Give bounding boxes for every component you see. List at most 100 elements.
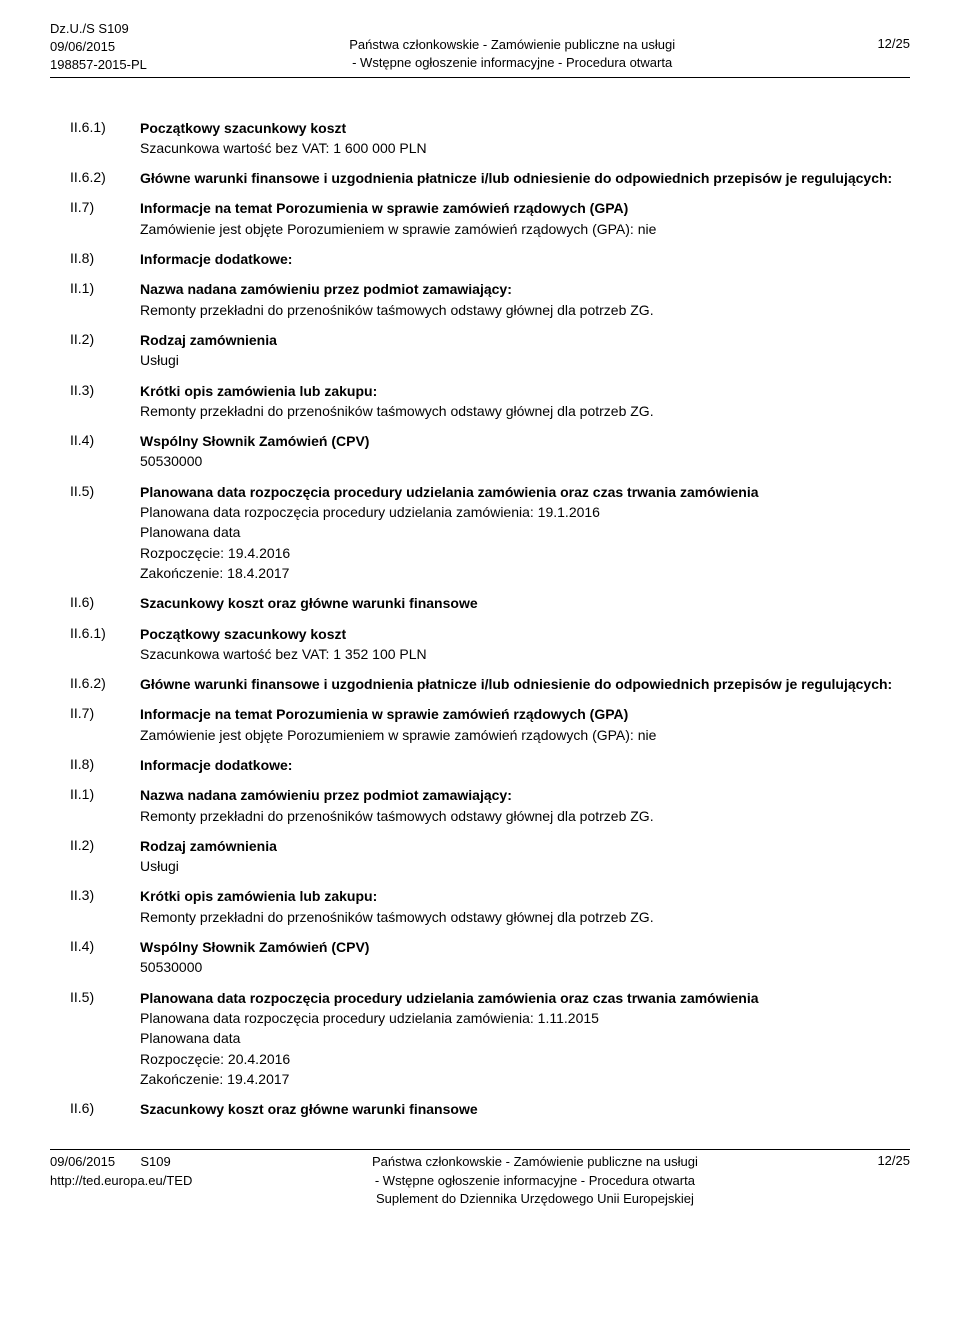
section-title: Krótki opis zamówienia lub zakupu: bbox=[140, 381, 910, 401]
section-text: Główne warunki finansowe i uzgodnienia p… bbox=[140, 168, 910, 188]
section-row: II.8)Informacje dodatkowe: bbox=[70, 249, 910, 269]
section-label: II.5) bbox=[70, 482, 140, 583]
header-page-number: 12/25 bbox=[877, 20, 910, 51]
page: Dz.U./S S109 09/06/2015 198857-2015-PL P… bbox=[0, 0, 960, 1228]
section-label: II.7) bbox=[70, 198, 140, 239]
section-line: Rozpoczęcie: 19.4.2016 bbox=[140, 543, 910, 563]
section-line: Usługi bbox=[140, 856, 910, 876]
section-text: Szacunkowy koszt oraz główne warunki fin… bbox=[140, 593, 910, 613]
section-line: Remonty przekładni do przenośników taśmo… bbox=[140, 806, 910, 826]
footer-url: http://ted.europa.eu/TED bbox=[50, 1172, 192, 1190]
section-row: II.2)Rodzaj zamównieniaUsługi bbox=[70, 836, 910, 877]
section-title: Informacje na temat Porozumienia w spraw… bbox=[140, 198, 910, 218]
footer-title-line2: - Wstępne ogłoszenie informacyjne - Proc… bbox=[192, 1172, 877, 1190]
footer-page-number: 12/25 bbox=[877, 1153, 910, 1168]
section-label: II.6.2) bbox=[70, 168, 140, 188]
section-row: II.6.2)Główne warunki finansowe i uzgodn… bbox=[70, 674, 910, 694]
document-body: II.6.1)Początkowy szacunkowy kosztSzacun… bbox=[50, 118, 910, 1120]
section-title: Początkowy szacunkowy koszt bbox=[140, 118, 910, 138]
section-line: Zakończenie: 18.4.2017 bbox=[140, 563, 910, 583]
section-line: Usługi bbox=[140, 350, 910, 370]
section-text: Główne warunki finansowe i uzgodnienia p… bbox=[140, 674, 910, 694]
section-title: Wspólny Słownik Zamówień (CPV) bbox=[140, 937, 910, 957]
section-text: Planowana data rozpoczęcia procedury udz… bbox=[140, 988, 910, 1089]
section-line: Planowana data bbox=[140, 522, 910, 542]
section-line: Szacunkowa wartość bez VAT: 1 352 100 PL… bbox=[140, 644, 910, 664]
header-left: Dz.U./S S109 09/06/2015 198857-2015-PL bbox=[50, 20, 147, 75]
section-row: II.5)Planowana data rozpoczęcia procedur… bbox=[70, 482, 910, 583]
section-line: Zamówienie jest objęte Porozumieniem w s… bbox=[140, 219, 910, 239]
section-title: Nazwa nadana zamówieniu przez podmiot za… bbox=[140, 279, 910, 299]
section-label: II.6) bbox=[70, 1099, 140, 1119]
section-text: Informacje na temat Porozumienia w spraw… bbox=[140, 198, 910, 239]
section-line: Planowana data rozpoczęcia procedury udz… bbox=[140, 1008, 910, 1028]
section-label: II.4) bbox=[70, 431, 140, 472]
section-title: Szacunkowy koszt oraz główne warunki fin… bbox=[140, 1099, 910, 1119]
section-text: Początkowy szacunkowy kosztSzacunkowa wa… bbox=[140, 118, 910, 159]
section-row: II.4)Wspólny Słownik Zamówień (CPV)50530… bbox=[70, 937, 910, 978]
section-label: II.5) bbox=[70, 988, 140, 1089]
footer-left: 09/06/2015 S109 http://ted.europa.eu/TED bbox=[50, 1153, 192, 1189]
section-title: Nazwa nadana zamówieniu przez podmiot za… bbox=[140, 785, 910, 805]
section-text: Informacje dodatkowe: bbox=[140, 249, 910, 269]
section-label: II.8) bbox=[70, 755, 140, 775]
section-label: II.6) bbox=[70, 593, 140, 613]
section-row: II.3)Krótki opis zamówienia lub zakupu:R… bbox=[70, 886, 910, 927]
section-label: II.6.2) bbox=[70, 674, 140, 694]
page-header: Dz.U./S S109 09/06/2015 198857-2015-PL P… bbox=[50, 20, 910, 78]
section-label: II.2) bbox=[70, 330, 140, 371]
section-line: 50530000 bbox=[140, 451, 910, 471]
footer-date-line: 09/06/2015 S109 bbox=[50, 1153, 192, 1171]
section-text: Krótki opis zamówienia lub zakupu:Remont… bbox=[140, 381, 910, 422]
section-line: Zamówienie jest objęte Porozumieniem w s… bbox=[140, 725, 910, 745]
section-title: Główne warunki finansowe i uzgodnienia p… bbox=[140, 168, 910, 188]
header-title-line1: Państwa członkowskie - Zamówienie public… bbox=[147, 36, 878, 54]
section-row: II.3)Krótki opis zamówienia lub zakupu:R… bbox=[70, 381, 910, 422]
section-label: II.1) bbox=[70, 785, 140, 826]
section-title: Główne warunki finansowe i uzgodnienia p… bbox=[140, 674, 910, 694]
header-date: 09/06/2015 bbox=[50, 38, 147, 56]
section-title: Informacje dodatkowe: bbox=[140, 249, 910, 269]
section-label: II.3) bbox=[70, 886, 140, 927]
section-label: II.7) bbox=[70, 704, 140, 745]
section-row: II.7)Informacje na temat Porozumienia w … bbox=[70, 704, 910, 745]
section-text: Rodzaj zamównieniaUsługi bbox=[140, 836, 910, 877]
section-title: Krótki opis zamówienia lub zakupu: bbox=[140, 886, 910, 906]
section-row: II.6.2)Główne warunki finansowe i uzgodn… bbox=[70, 168, 910, 188]
section-label: II.6.1) bbox=[70, 118, 140, 159]
footer-title-line3: Suplement do Dziennika Urzędowego Unii E… bbox=[192, 1190, 877, 1208]
footer-date: 09/06/2015 bbox=[50, 1154, 115, 1169]
section-label: II.8) bbox=[70, 249, 140, 269]
section-text: Planowana data rozpoczęcia procedury udz… bbox=[140, 482, 910, 583]
section-text: Nazwa nadana zamówieniu przez podmiot za… bbox=[140, 279, 910, 320]
section-line: Remonty przekładni do przenośników taśmo… bbox=[140, 300, 910, 320]
section-row: II.5)Planowana data rozpoczęcia procedur… bbox=[70, 988, 910, 1089]
header-ref: Dz.U./S S109 bbox=[50, 20, 147, 38]
section-row: II.1)Nazwa nadana zamówieniu przez podmi… bbox=[70, 785, 910, 826]
section-title: Szacunkowy koszt oraz główne warunki fin… bbox=[140, 593, 910, 613]
section-text: Wspólny Słownik Zamówień (CPV)50530000 bbox=[140, 431, 910, 472]
section-row: II.6)Szacunkowy koszt oraz główne warunk… bbox=[70, 593, 910, 613]
section-line: Planowana data rozpoczęcia procedury udz… bbox=[140, 502, 910, 522]
section-line: Zakończenie: 19.4.2017 bbox=[140, 1069, 910, 1089]
footer-series: S109 bbox=[140, 1154, 170, 1169]
section-label: II.4) bbox=[70, 937, 140, 978]
section-label: II.2) bbox=[70, 836, 140, 877]
section-line: Szacunkowa wartość bez VAT: 1 600 000 PL… bbox=[140, 138, 910, 158]
footer-title-line1: Państwa członkowskie - Zamówienie public… bbox=[192, 1153, 877, 1171]
section-line: Remonty przekładni do przenośników taśmo… bbox=[140, 907, 910, 927]
section-row: II.2)Rodzaj zamównieniaUsługi bbox=[70, 330, 910, 371]
section-title: Wspólny Słownik Zamówień (CPV) bbox=[140, 431, 910, 451]
section-title: Początkowy szacunkowy koszt bbox=[140, 624, 910, 644]
section-line: Planowana data bbox=[140, 1028, 910, 1048]
section-text: Krótki opis zamówienia lub zakupu:Remont… bbox=[140, 886, 910, 927]
section-row: II.6.1)Początkowy szacunkowy kosztSzacun… bbox=[70, 118, 910, 159]
section-title: Informacje na temat Porozumienia w spraw… bbox=[140, 704, 910, 724]
section-row: II.4)Wspólny Słownik Zamówień (CPV)50530… bbox=[70, 431, 910, 472]
header-id: 198857-2015-PL bbox=[50, 56, 147, 74]
section-label: II.1) bbox=[70, 279, 140, 320]
section-row: II.1)Nazwa nadana zamówieniu przez podmi… bbox=[70, 279, 910, 320]
header-title-line2: - Wstępne ogłoszenie informacyjne - Proc… bbox=[147, 54, 878, 72]
section-title: Rodzaj zamównienia bbox=[140, 836, 910, 856]
section-title: Rodzaj zamównienia bbox=[140, 330, 910, 350]
